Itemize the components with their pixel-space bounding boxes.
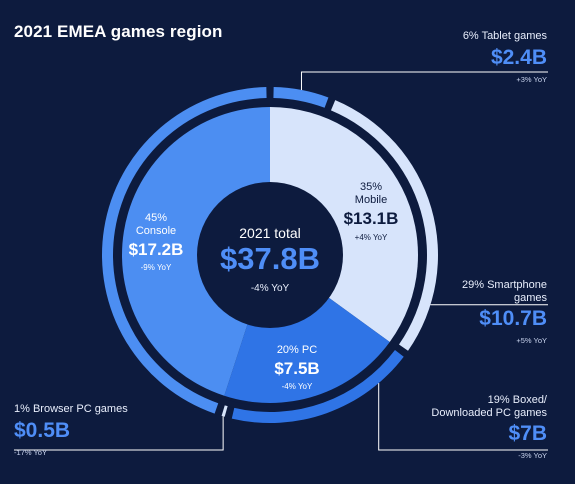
boxed-value: $7B xyxy=(508,422,547,446)
browser-leader-line xyxy=(14,416,224,451)
boxed-yoy: -3% YoY xyxy=(518,451,547,461)
smartphone-yoy: +5% YoY xyxy=(516,336,547,346)
mobile-yoy-label: +4% YoY xyxy=(355,233,388,242)
browser-value: $0.5B xyxy=(14,418,71,442)
tablet-leader-line xyxy=(300,71,548,90)
center-hole xyxy=(197,182,343,328)
console-yoy-label: -9% YoY xyxy=(141,263,172,272)
mobile-value-label: $13.1B xyxy=(344,209,399,228)
mobile-pct-label: 35% xyxy=(360,181,382,193)
smartphone-callout: 29% Smartphone games $10.7B +5% YoY xyxy=(462,279,547,346)
console-name-label: Console xyxy=(136,225,176,237)
chart-title: 2021 EMEA games region xyxy=(14,22,223,41)
smartphone-name-line2: games xyxy=(513,291,547,304)
separator-ring xyxy=(113,98,427,412)
center-yoy: -4% YoY xyxy=(251,283,290,294)
tablet-callout: 6% Tablet games $2.4B +3% YoY xyxy=(463,30,547,84)
tablet-segment xyxy=(273,87,329,108)
boxed-pc-segment xyxy=(231,350,404,423)
smartphone-value: $10.7B xyxy=(479,307,547,331)
tablet-yoy: +3% YoY xyxy=(516,74,547,84)
console-slice xyxy=(121,107,270,396)
center-title: 2021 total xyxy=(239,225,301,241)
browser-name: 1% Browser PC games xyxy=(14,403,128,415)
center-total-value: $37.8B xyxy=(220,241,320,276)
boxed-leader-line xyxy=(378,383,548,451)
boxed-name-line2: Downloaded PC games xyxy=(431,406,547,419)
tablet-name: 6% Tablet games xyxy=(462,30,547,42)
pc-yoy-label: -4% YoY xyxy=(282,382,313,391)
browser-pc-segment xyxy=(221,405,228,417)
pc-value-label: $7.5B xyxy=(274,359,319,378)
console-pct-label: 45% xyxy=(145,212,167,224)
mobile-name-label: Mobile xyxy=(355,194,387,206)
console-value-label: $17.2B xyxy=(129,240,184,259)
boxed-name-line1: 19% Boxed/ xyxy=(487,394,547,406)
smartphone-name-line1: 29% Smartphone xyxy=(462,279,547,291)
tablet-value: $2.4B xyxy=(490,45,547,69)
browser-yoy: -17% YoY xyxy=(14,447,47,457)
mobile-slice xyxy=(270,107,419,342)
browser-callout: 1% Browser PC games $0.5B -17% YoY xyxy=(14,403,128,457)
pc-pct-label: 20% PC xyxy=(277,344,317,356)
boxed-callout: 19% Boxed/ Downloaded PC games $7B -3% Y… xyxy=(431,394,547,461)
